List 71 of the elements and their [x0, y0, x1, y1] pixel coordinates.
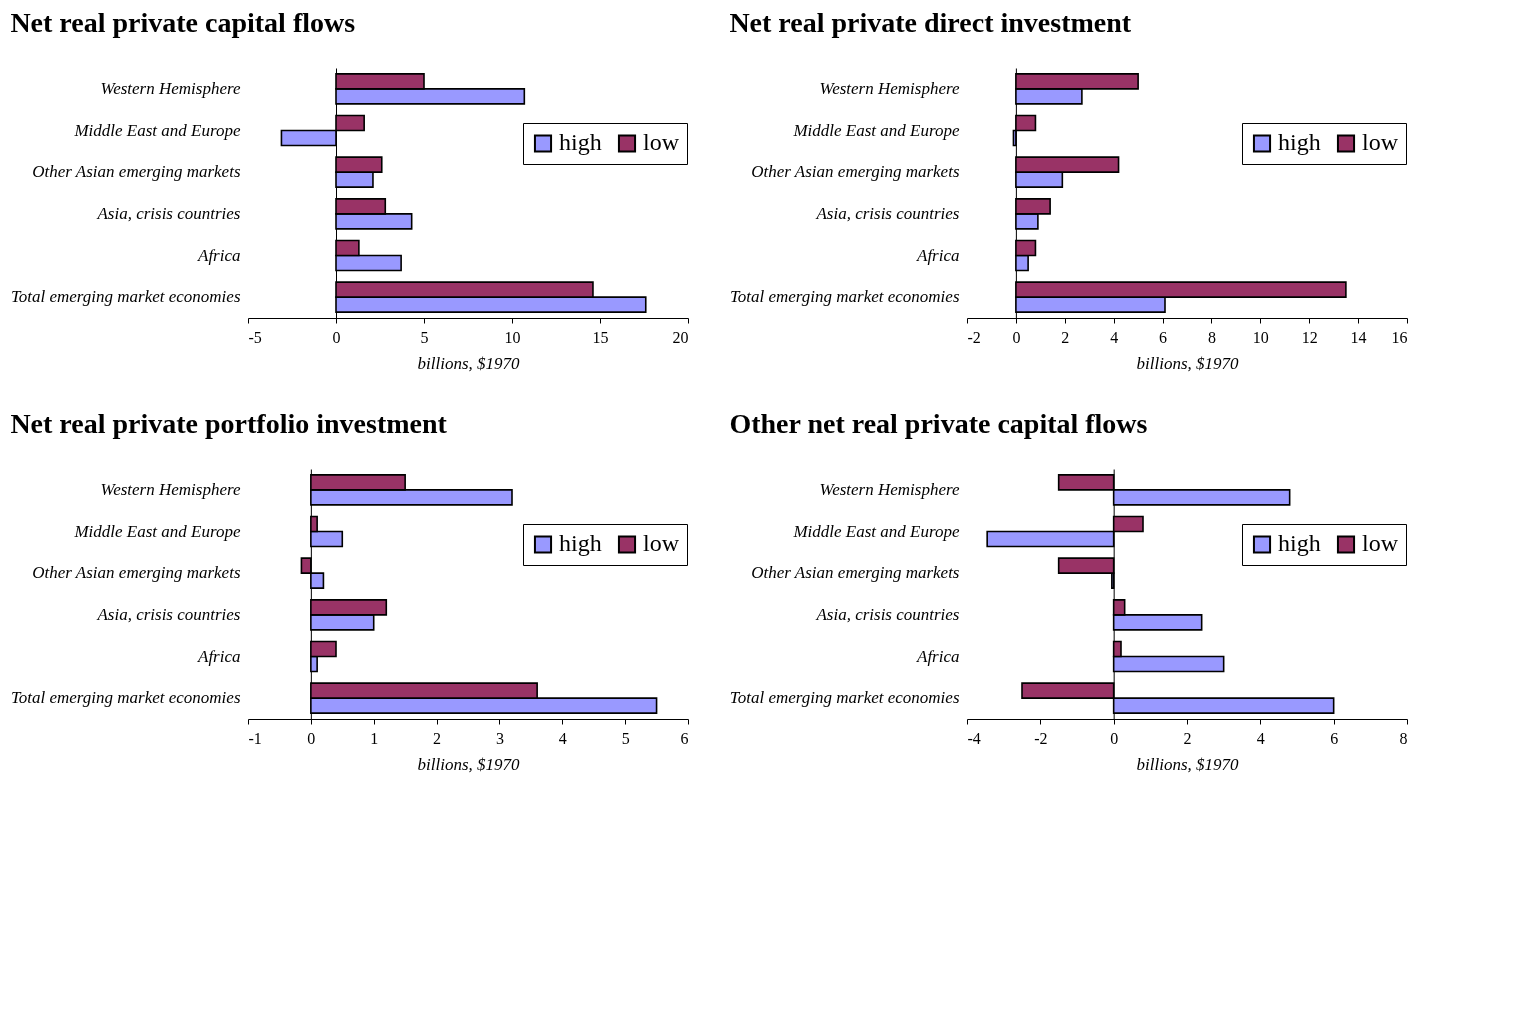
x-tick-label: 14 [1350, 328, 1367, 346]
y-tick-label: Total emerging market economies [729, 688, 960, 708]
y-tick-label: Western Hemisphere [819, 479, 960, 499]
x-axis-title: billions, $1970 [1136, 353, 1239, 373]
x-tick-label: 2 [433, 729, 442, 747]
x-tick-label: 10 [504, 328, 521, 346]
y-tick-label: Other Asian emerging markets [751, 563, 960, 583]
x-tick-label: 4 [1256, 729, 1265, 747]
y-tick-label: Middle East and Europe [792, 521, 960, 541]
x-tick-label: 10 [1252, 328, 1269, 346]
y-tick-label: Other Asian emerging markets [32, 162, 241, 182]
legend-label: high [1278, 129, 1321, 156]
x-tick-label: 6 [1330, 729, 1339, 747]
x-tick-label: 1 [370, 729, 379, 747]
y-tick-label: Africa [916, 245, 960, 265]
chart-title: Net real private direct investment [729, 7, 1132, 38]
x-tick-label: 6 [680, 729, 689, 747]
chart-title: Net real private portfolio investment [10, 408, 448, 439]
y-tick-label: Western Hemisphere [819, 78, 960, 98]
x-tick-label: -4 [967, 729, 981, 747]
x-axis-title: billions, $1970 [417, 353, 520, 373]
y-tick-label: Asia, crisis countries [815, 604, 960, 624]
x-tick-label: 2 [1061, 328, 1070, 346]
y-tick-label: Total emerging market economies [10, 688, 241, 708]
y-tick-label: Africa [916, 646, 960, 666]
x-tick-label: 8 [1399, 729, 1408, 747]
x-axis-title: billions, $1970 [417, 754, 520, 774]
legend-label: low [1362, 129, 1399, 156]
legend-label: high [559, 530, 602, 557]
x-tick-label: 6 [1159, 328, 1168, 346]
y-tick-label: Other Asian emerging markets [751, 162, 960, 182]
x-tick-label: 0 [332, 328, 341, 346]
x-tick-label: 16 [1391, 328, 1408, 346]
x-tick-label: 8 [1207, 328, 1216, 346]
x-tick-label: 0 [1110, 729, 1119, 747]
y-tick-label: Asia, crisis countries [96, 203, 241, 223]
chart-title: Other net real private capital flows [729, 408, 1148, 439]
x-tick-label: 0 [1012, 328, 1021, 346]
x-tick-label: 3 [495, 729, 504, 747]
x-tick-label: -5 [248, 328, 262, 346]
x-tick-label: 2 [1183, 729, 1192, 747]
y-tick-label: Asia, crisis countries [815, 203, 960, 223]
x-tick-label: -2 [1034, 729, 1048, 747]
x-tick-label: 12 [1301, 328, 1318, 346]
x-tick-label: 5 [621, 729, 630, 747]
x-tick-label: 4 [558, 729, 567, 747]
x-axis-title: billions, $1970 [1136, 754, 1239, 774]
y-tick-label: Middle East and Europe [73, 521, 241, 541]
y-tick-label: Middle East and Europe [73, 120, 241, 140]
legend-label: high [559, 129, 602, 156]
y-tick-label: Africa [197, 245, 241, 265]
y-tick-label: Total emerging market economies [729, 287, 960, 307]
x-tick-label: 4 [1110, 328, 1119, 346]
y-tick-label: Western Hemisphere [100, 78, 241, 98]
x-tick-label: -2 [967, 328, 981, 346]
x-tick-label: -1 [248, 729, 262, 747]
x-tick-label: 20 [672, 328, 689, 346]
legend-label: high [1278, 530, 1321, 557]
x-tick-label: 15 [592, 328, 609, 346]
y-tick-label: Africa [197, 646, 241, 666]
y-tick-label: Other Asian emerging markets [32, 563, 241, 583]
legend-label: low [1362, 530, 1399, 557]
legend-label: low [643, 129, 680, 156]
y-tick-label: Total emerging market economies [10, 287, 241, 307]
x-tick-label: 5 [420, 328, 429, 346]
legend-label: low [643, 530, 680, 557]
x-tick-label: 0 [307, 729, 316, 747]
y-tick-label: Middle East and Europe [792, 120, 960, 140]
y-tick-label: Western Hemisphere [100, 479, 241, 499]
y-tick-label: Asia, crisis countries [96, 604, 241, 624]
chart-title: Net real private capital flows [10, 7, 356, 38]
